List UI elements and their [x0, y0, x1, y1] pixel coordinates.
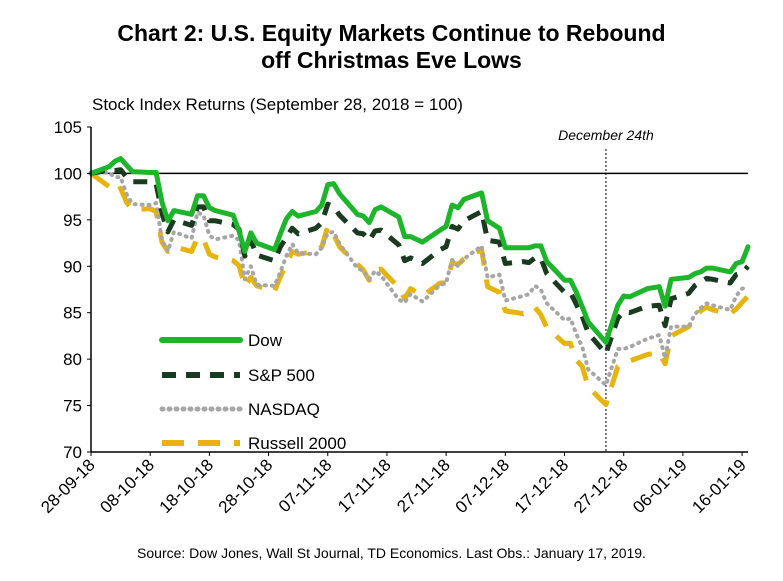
x-tick-label: 06-01-19: [629, 455, 691, 517]
chart-title: Chart 2: U.S. Equity Markets Continue to…: [0, 20, 783, 74]
legend-label-russell-2000: Russell 2000: [248, 434, 346, 453]
december-24-annotation: December 24th: [558, 127, 654, 143]
chart-title-line-1: Chart 2: U.S. Equity Markets Continue to…: [117, 20, 666, 46]
y-tick-label: 80: [63, 350, 82, 369]
x-tick-label: 17-12-18: [511, 455, 573, 517]
x-tick-label: 07-11-18: [275, 455, 336, 516]
x-tick-label: 16-01-19: [688, 455, 750, 517]
y-tick-label: 100: [54, 164, 82, 183]
series-line-dow: [88, 156, 751, 345]
series-line-s-p-500: [90, 167, 750, 357]
axes: 105 100 95 90 85 80 75 7028-09-1808-10-1818-10-…: [37, 118, 750, 517]
x-tick-label: 28-09-18: [37, 455, 99, 517]
x-tick-label: 27-11-18: [393, 455, 454, 516]
x-tick-label: 28-10-18: [215, 455, 277, 517]
legend-label-nasdaq: NASDAQ: [248, 400, 320, 419]
chart-title-line-2: off Christmas Eve Lows: [261, 47, 522, 73]
series-lines: [88, 156, 751, 408]
legend: Dow S&P 500 NASDAQ Russell 2000: [159, 331, 346, 453]
source-note: Source: Dow Jones, Wall St Journal, TD E…: [137, 545, 646, 561]
y-tick-label: 85: [63, 304, 82, 323]
y-tick-label: 70: [63, 443, 82, 462]
y-tick-label: 75: [63, 397, 82, 416]
x-tick-label: 27-12-18: [570, 455, 632, 517]
y-axis-label: Stock Index Returns (September 28, 2018 …: [92, 95, 463, 114]
legend-label-s-p-500: S&P 500: [248, 366, 315, 385]
series-line-russell-2000: [89, 171, 750, 408]
x-tick-label: 08-10-18: [96, 455, 158, 517]
y-tick-label: 90: [63, 257, 82, 276]
series-line-nasdaq: [89, 170, 750, 388]
x-tick-label: 18-10-18: [156, 455, 218, 517]
legend-label-dow: Dow: [248, 331, 283, 350]
x-tick-label: 17-11-18: [334, 455, 395, 516]
y-tick-label: 105: [54, 118, 82, 137]
y-tick-label: 95: [63, 211, 82, 230]
x-tick-label: 07-12-18: [452, 455, 514, 517]
